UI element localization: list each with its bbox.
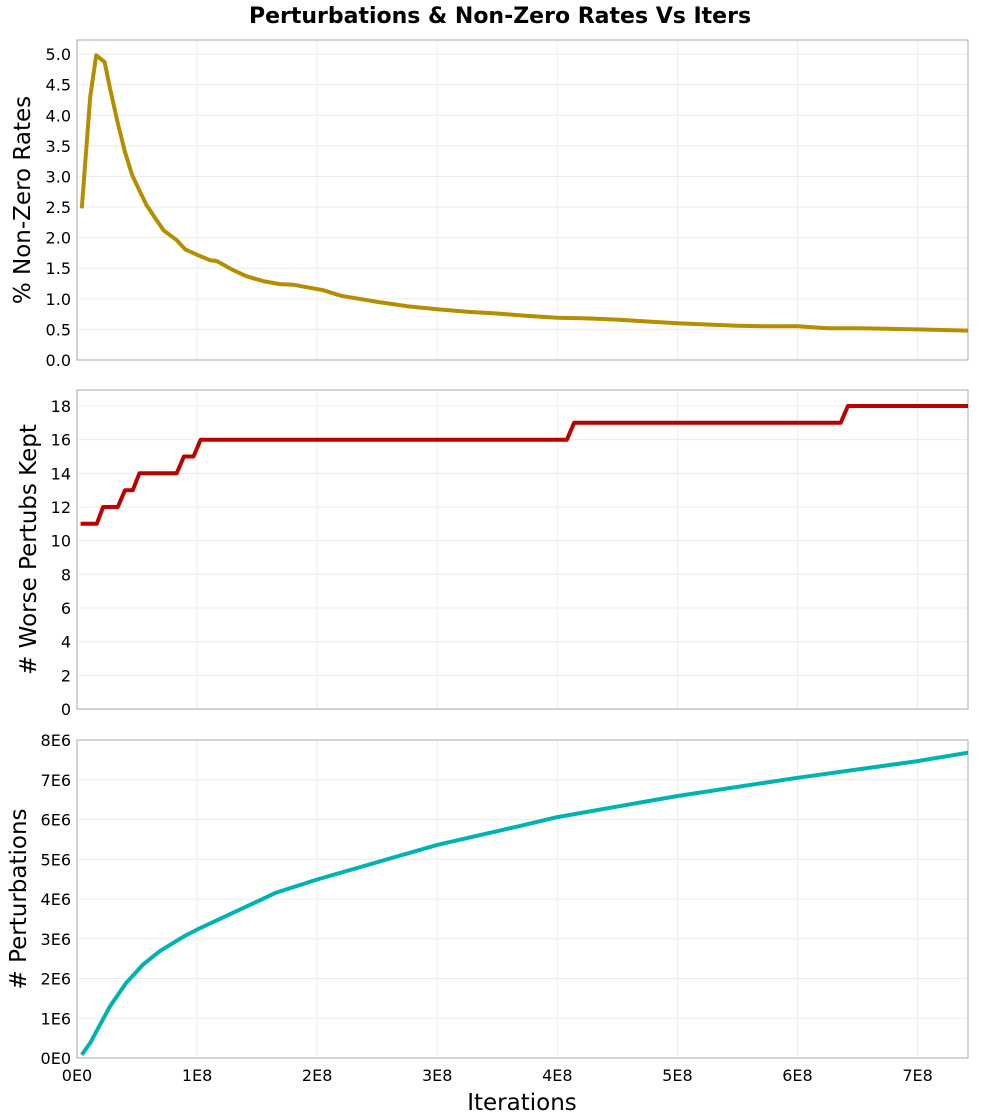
y-tick-label: 3.5: [46, 137, 71, 156]
series-line-2: [80, 404, 968, 526]
y-tick-label: 4E6: [41, 890, 71, 909]
y-tick-label: 6: [61, 599, 71, 618]
x-tick-label: 2E8: [302, 1066, 332, 1085]
y-axis-label-1: % Non-Zero Rates: [10, 96, 36, 304]
plot-area-2: [77, 390, 968, 709]
y-tick-label: 3E6: [41, 930, 71, 949]
y-tick-label: 8E6: [41, 731, 71, 750]
y-tick-label: 8: [61, 565, 71, 584]
y-tick-label: 7E6: [41, 771, 71, 790]
y-tick-label: 1E6: [41, 1009, 71, 1028]
plot-frame-2: [76, 389, 969, 710]
y-tick-label: 1.5: [46, 259, 71, 278]
y-tick-label: 4.5: [46, 76, 71, 95]
y-tick-label: 18: [51, 397, 71, 416]
y-tick-label: 6E6: [41, 811, 71, 830]
y-tick-label: 2: [61, 666, 71, 685]
y-tick-label: 16: [51, 431, 71, 450]
y-tick-label: 10: [51, 532, 71, 551]
plot-frame-3: [76, 739, 969, 1059]
y-tick-label: 14: [51, 464, 71, 483]
y-tick-label: 2.5: [46, 198, 71, 217]
x-tick-label: 0E0: [62, 1066, 92, 1085]
series-line-3: [80, 750, 969, 1056]
y-tick-label: 12: [51, 498, 71, 517]
y-tick-label: 1.0: [46, 290, 71, 309]
x-tick-label: 4E8: [542, 1066, 572, 1085]
y-axis-label-3: # Perturbations: [6, 808, 32, 989]
x-tick-label: 3E8: [422, 1066, 452, 1085]
y-tick-label: 5.0: [46, 45, 71, 64]
y-tick-label: 4: [61, 633, 71, 652]
x-axis-label: Iterations: [467, 1090, 577, 1116]
x-tick-label: 7E8: [902, 1066, 932, 1085]
y-tick-label: 0: [61, 700, 71, 719]
y-tick-label: 0.5: [46, 320, 71, 339]
y-tick-label: 4.0: [46, 106, 71, 125]
series-line-1: [79, 53, 969, 333]
y-tick-label: 0.0: [46, 351, 71, 370]
x-tick-label: 5E8: [662, 1066, 692, 1085]
y-tick-label: 2E6: [41, 970, 71, 989]
y-tick-label: 3.0: [46, 167, 71, 186]
y-axis-label-2: # Worse Pertubs Kept: [16, 424, 42, 675]
y-tick-label: 2.0: [46, 229, 71, 248]
x-tick-label: 6E8: [782, 1066, 812, 1085]
chart-title: Perturbations & Non-Zero Rates Vs Iters: [249, 4, 751, 29]
plot-area-1: [77, 40, 968, 360]
y-tick-label: 5E6: [41, 850, 71, 869]
y-tick-label: 0E0: [41, 1049, 71, 1068]
x-tick-label: 1E8: [182, 1066, 212, 1085]
plot-frame-1: [76, 39, 969, 361]
